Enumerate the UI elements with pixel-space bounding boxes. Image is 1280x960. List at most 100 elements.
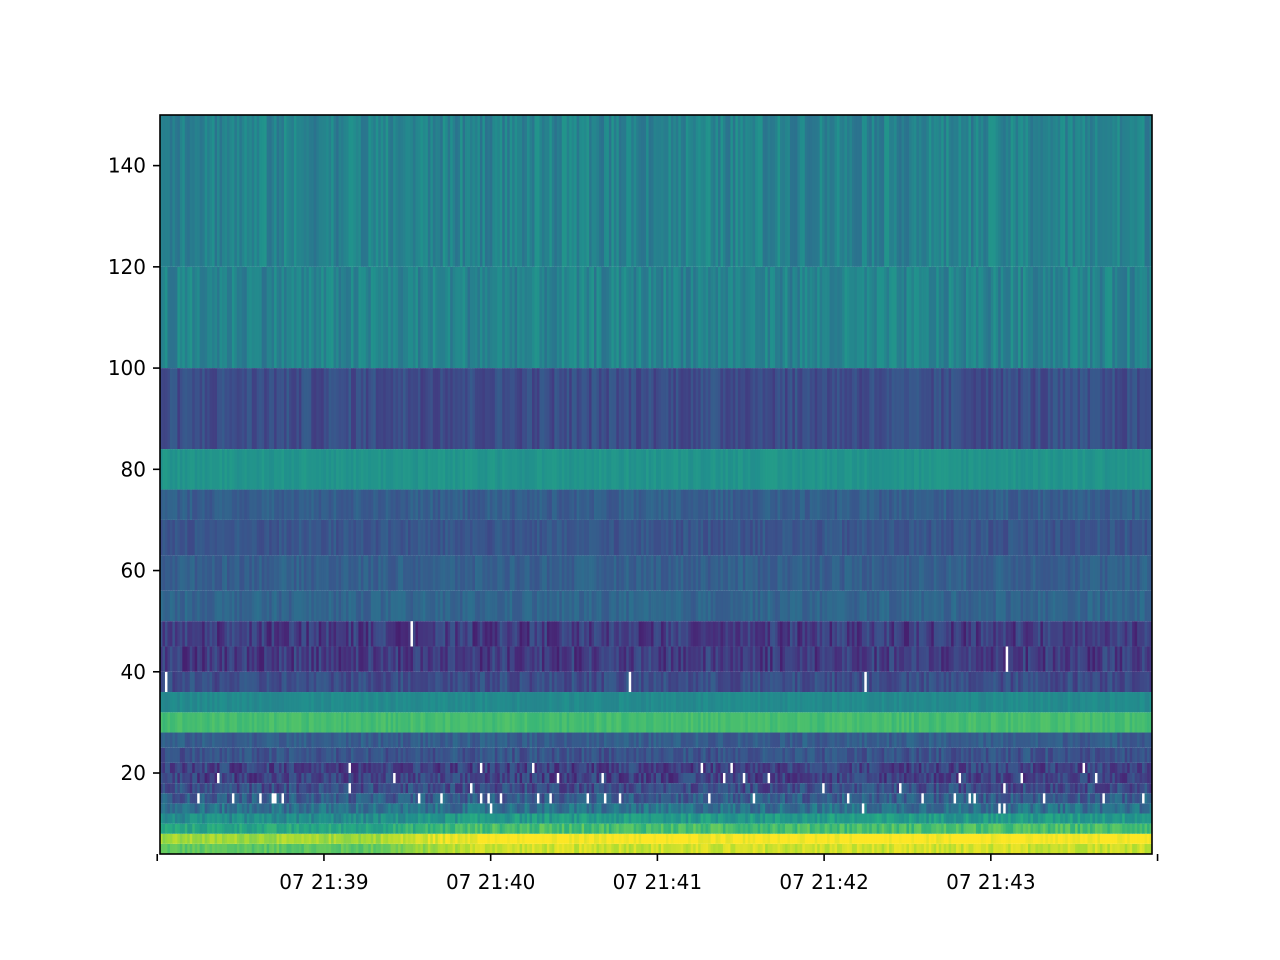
heatmap-cell (896, 712, 900, 733)
heatmap-cell (303, 793, 307, 804)
heatmap-cell (844, 712, 848, 733)
heatmap-cell (172, 793, 176, 804)
heatmap-cell (1060, 712, 1064, 733)
heatmap-cell (303, 833, 307, 844)
heatmap-cell (529, 692, 533, 713)
heatmap-cell (990, 823, 994, 834)
heatmap-cell (755, 813, 759, 824)
heatmap-cell (447, 823, 451, 834)
heatmap-cell (1112, 803, 1116, 814)
heatmap-cell (494, 712, 498, 733)
heatmap-cell (358, 833, 362, 844)
heatmap-cell (854, 712, 858, 733)
heatmap-cell (479, 762, 483, 774)
heatmap-cell (403, 773, 406, 784)
heatmap-cell (460, 692, 463, 713)
heatmap-cell (923, 773, 927, 784)
heatmap-cell (824, 712, 828, 733)
heatmap-cell (422, 843, 426, 854)
heatmap-cell (799, 813, 803, 824)
heatmap-cell (675, 833, 679, 844)
heatmap-cell (241, 783, 245, 794)
heatmap-cell (544, 692, 548, 713)
heatmap-cell (182, 773, 186, 784)
heatmap-cell (641, 712, 644, 733)
heatmap-cell (514, 843, 518, 854)
heatmap-cell (715, 803, 719, 814)
heatmap-cell (360, 692, 364, 713)
heatmap-cell (559, 823, 563, 834)
heatmap-cell (390, 712, 394, 733)
heatmap-cell (911, 773, 915, 784)
heatmap-cell (983, 803, 987, 814)
heatmap-cell (1137, 762, 1140, 774)
heatmap-cell (504, 803, 508, 814)
heatmap-cell (400, 773, 404, 784)
heatmap-cell (782, 732, 786, 748)
heatmap-cell (318, 803, 322, 814)
heatmap-cell (1097, 732, 1101, 748)
heatmap-cell (631, 762, 635, 774)
heatmap-cell (846, 773, 850, 784)
heatmap-cell (574, 813, 578, 824)
heatmap-cell (298, 773, 302, 784)
heatmap-cell (1149, 783, 1153, 794)
heatmap-cell (539, 803, 543, 814)
heatmap-cell (1137, 843, 1140, 854)
heatmap-cell (408, 747, 411, 763)
heatmap-cell (219, 773, 223, 784)
heatmap-cell (465, 823, 468, 834)
heatmap-cell (569, 843, 573, 854)
heatmap-cell (353, 747, 357, 763)
heatmap-cell (594, 813, 597, 824)
heatmap-cell (234, 813, 238, 824)
heatmap-cell (1112, 773, 1116, 784)
heatmap-cell (326, 732, 330, 748)
heatmap-cell (628, 732, 632, 748)
heatmap-cell (772, 813, 776, 824)
heatmap-cell (1070, 843, 1074, 854)
heatmap-cell (1018, 833, 1021, 844)
heatmap-cell (641, 813, 644, 824)
heatmap-cell (881, 783, 885, 794)
heatmap-cell (184, 747, 188, 763)
heatmap-cell (532, 813, 535, 824)
heatmap-cell (499, 813, 503, 824)
heatmap-cell (571, 843, 575, 854)
heatmap-cell (720, 833, 724, 844)
heatmap-cell (559, 833, 563, 844)
heatmap-cell (442, 773, 446, 784)
heatmap-cell (1112, 762, 1116, 774)
heatmap-cell (554, 732, 558, 748)
heatmap-cell (477, 793, 481, 804)
heatmap-cell (638, 833, 642, 844)
heatmap-cell (321, 793, 325, 804)
heatmap-cell (353, 793, 357, 804)
heatmap-cell (596, 773, 600, 784)
heatmap-cell (822, 813, 826, 824)
heatmap-cell (497, 773, 501, 784)
heatmap-cell (713, 732, 716, 748)
heatmap-cell (678, 732, 682, 748)
heatmap-cell (440, 813, 444, 824)
heatmap-cell (187, 823, 191, 834)
heatmap-cell (718, 793, 721, 804)
heatmap-cell (226, 813, 230, 824)
heatmap-cell (358, 747, 362, 763)
heatmap-cell (1010, 833, 1014, 844)
heatmap-cell (956, 793, 959, 804)
heatmap-cell (212, 813, 215, 824)
heatmap-cell (321, 813, 325, 824)
heatmap-cell (623, 813, 627, 824)
heatmap-cell (799, 762, 803, 774)
heatmap-cell (296, 783, 300, 794)
heatmap-cell (412, 793, 416, 804)
heatmap-cell (713, 843, 716, 854)
heatmap-cell (284, 747, 287, 763)
heatmap-cell (822, 762, 826, 774)
heatmap-cell (460, 793, 463, 804)
heatmap-cell (281, 762, 285, 774)
heatmap-cell (653, 712, 657, 733)
heatmap-cell (1072, 732, 1076, 748)
heatmap-cell (549, 732, 553, 748)
